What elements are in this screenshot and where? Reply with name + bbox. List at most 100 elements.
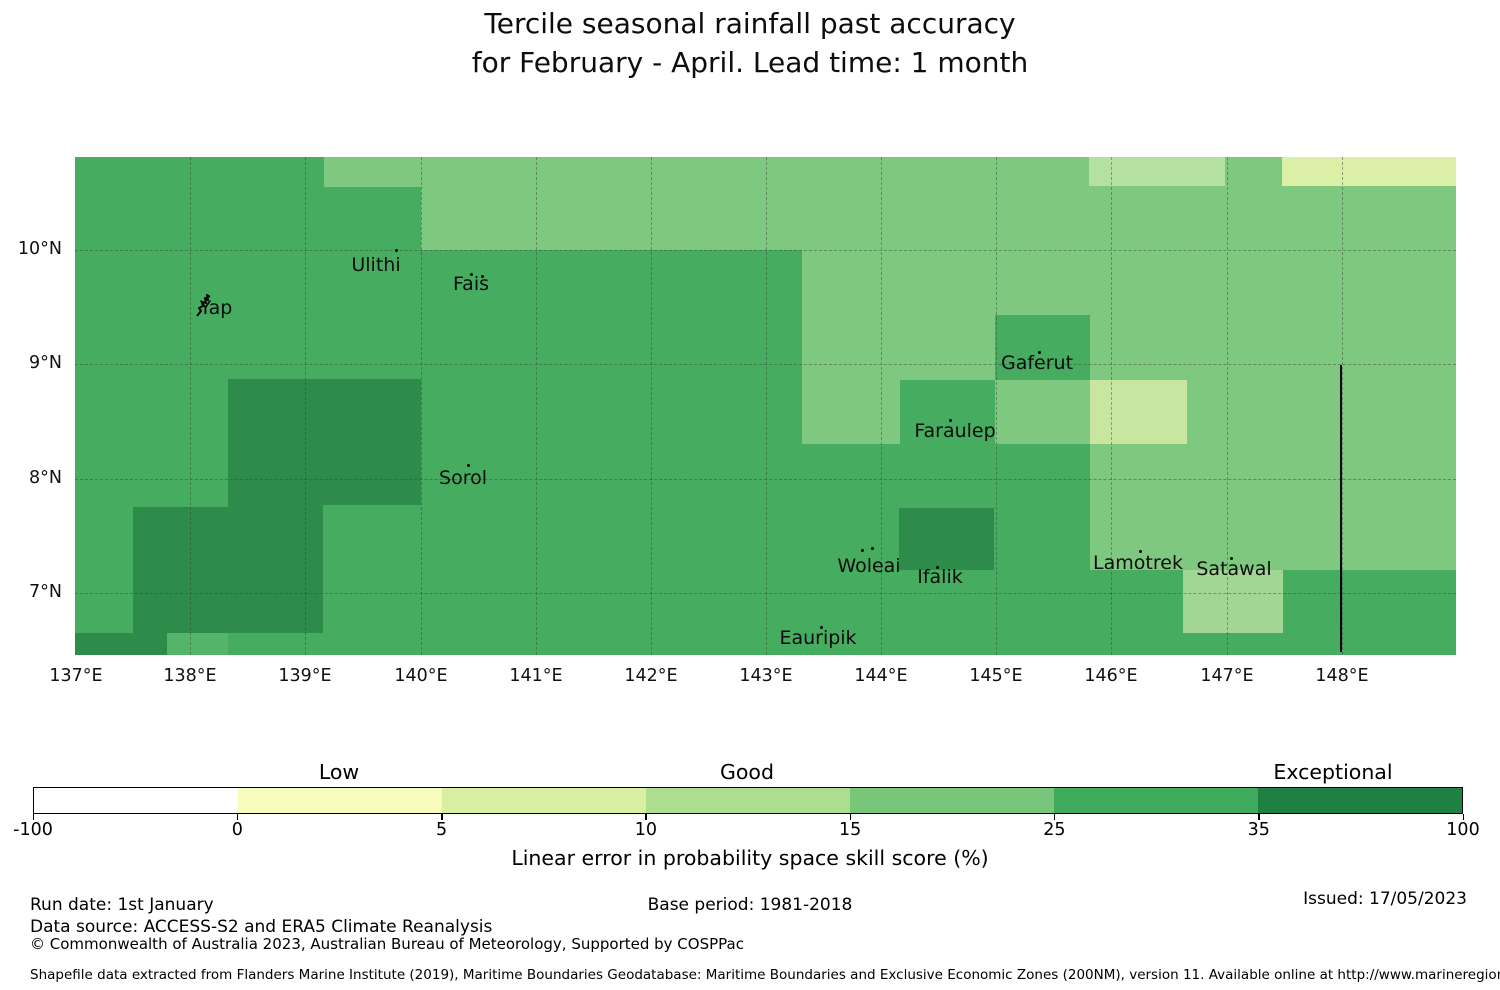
run-date-text: Run date: 1st January <box>30 895 214 915</box>
x-tick-label: 145°E <box>969 666 1023 686</box>
colorbar-tick <box>849 814 852 820</box>
y-tick-label: 7°N <box>29 582 62 602</box>
map-cell <box>802 315 995 380</box>
colorbar-segment <box>34 788 238 813</box>
data-source-text: Data source: ACCESS-S2 and ERA5 Climate … <box>30 917 493 937</box>
grid-line-horizontal <box>75 250 1456 251</box>
grid-line-vertical <box>996 157 997 655</box>
colorbar-category-label: Good <box>720 760 774 784</box>
map-cell <box>1089 186 1456 250</box>
island-marker-dot <box>1038 351 1041 354</box>
x-tick-label: 148°E <box>1315 666 1369 686</box>
x-tick-label: 141°E <box>509 666 563 686</box>
island-label: Faraulep <box>914 420 996 442</box>
map-cell <box>228 379 421 505</box>
grid-line-vertical <box>881 157 882 655</box>
copyright-text: © Commonwealth of Australia 2023, Austra… <box>30 935 744 953</box>
grid-line-vertical <box>1342 157 1343 655</box>
colorbar-tick <box>1462 814 1464 820</box>
map-cell <box>1090 315 1456 380</box>
grid-line-horizontal <box>75 364 1456 365</box>
colorbar-segment <box>238 788 442 813</box>
colorbar-tick <box>645 814 647 820</box>
map-cell <box>324 157 421 187</box>
colorbar-tick <box>1258 814 1260 820</box>
island-label: Eauripik <box>779 627 857 649</box>
island-label: Woleai <box>837 555 901 577</box>
island-marker-dot <box>936 566 939 569</box>
island-marker-dot <box>1230 557 1233 560</box>
colorbar-segment <box>1258 788 1462 813</box>
colorbar-tick-label: 25 <box>1043 820 1066 840</box>
island-label: Sorol <box>439 467 487 489</box>
x-tick-label: 142°E <box>624 666 678 686</box>
island-marker-dot <box>467 464 470 467</box>
grid-line-vertical <box>536 157 537 655</box>
chart-title-line1: Tercile seasonal rainfall past accuracy <box>484 7 1016 40</box>
map-cell <box>802 250 1456 315</box>
grid-line-vertical <box>305 157 306 655</box>
island-label: Ulithi <box>351 254 401 276</box>
map-cell <box>1089 157 1225 186</box>
colorbar-tick-label: 5 <box>435 820 448 840</box>
x-tick-label: 143°E <box>739 666 793 686</box>
island-marker-dot <box>871 547 874 550</box>
island-label: Yap <box>199 297 233 319</box>
island-marker-dot <box>820 626 823 629</box>
colorbar-segment <box>1054 788 1258 813</box>
colorbar-tick <box>236 814 239 820</box>
island-label: Lamotrek <box>1093 552 1183 574</box>
colorbar-tick <box>1053 814 1056 820</box>
map-cell <box>133 507 228 655</box>
colorbar-tick <box>441 814 443 820</box>
chart-title-line2: for February - April. Lead time: 1 month <box>471 46 1029 79</box>
colorbar-segment <box>850 788 1054 813</box>
island-label: Fais <box>452 273 490 295</box>
island-marker-dot <box>470 273 473 276</box>
x-tick-label: 137°E <box>49 666 103 686</box>
map-cell <box>1187 380 1456 444</box>
map-cell <box>1225 157 1282 186</box>
colorbar-tick-label: -100 <box>13 820 53 840</box>
grid-line-vertical <box>1111 157 1112 655</box>
y-tick-label: 10°N <box>17 239 62 259</box>
colorbar-tick-label: 15 <box>839 820 862 840</box>
island-label: Gaferut <box>1000 352 1074 374</box>
x-tick-label: 146°E <box>1084 666 1138 686</box>
issued-date-text: Issued: 17/05/2023 <box>1303 889 1467 909</box>
map-cell <box>421 157 1089 250</box>
map-cell <box>1183 570 1283 633</box>
maritime-boundary-line <box>1340 365 1342 652</box>
colorbar-category-label: Exceptional <box>1273 760 1393 784</box>
grid-line-horizontal <box>75 593 1456 594</box>
island-marker-dot <box>1139 550 1142 553</box>
y-tick-label: 9°N <box>29 353 62 373</box>
island-label: Satawal <box>1196 558 1272 580</box>
x-tick-label: 147°E <box>1200 666 1254 686</box>
island-marker-dot <box>861 549 864 552</box>
colorbar-segment <box>646 788 850 813</box>
map-cell <box>167 633 228 655</box>
colorbar-tick-label: 0 <box>231 820 243 840</box>
y-tick-label: 8°N <box>29 468 62 488</box>
shapefile-note-text: Shapefile data extracted from Flanders M… <box>30 967 1500 983</box>
colorbar-tick-label: 100 <box>1446 820 1480 840</box>
grid-line-vertical <box>421 157 422 655</box>
colorbar-category-label: Low <box>318 760 360 784</box>
colorbar <box>33 787 1463 814</box>
colorbar-title: Linear error in probability space skill … <box>511 846 989 870</box>
island-marker-dot <box>395 249 398 252</box>
map-cell <box>228 505 323 633</box>
map-cell <box>75 633 167 655</box>
island-label: Ifalik <box>917 566 963 588</box>
x-tick-label: 144°E <box>854 666 908 686</box>
map-cell <box>802 380 900 444</box>
map-cell <box>995 380 1090 444</box>
map-cell <box>1090 380 1187 444</box>
grid-line-vertical <box>766 157 767 655</box>
grid-line-horizontal <box>75 479 1456 480</box>
x-tick-label: 138°E <box>163 666 217 686</box>
x-tick-label: 140°E <box>394 666 448 686</box>
map-cell <box>899 508 994 570</box>
